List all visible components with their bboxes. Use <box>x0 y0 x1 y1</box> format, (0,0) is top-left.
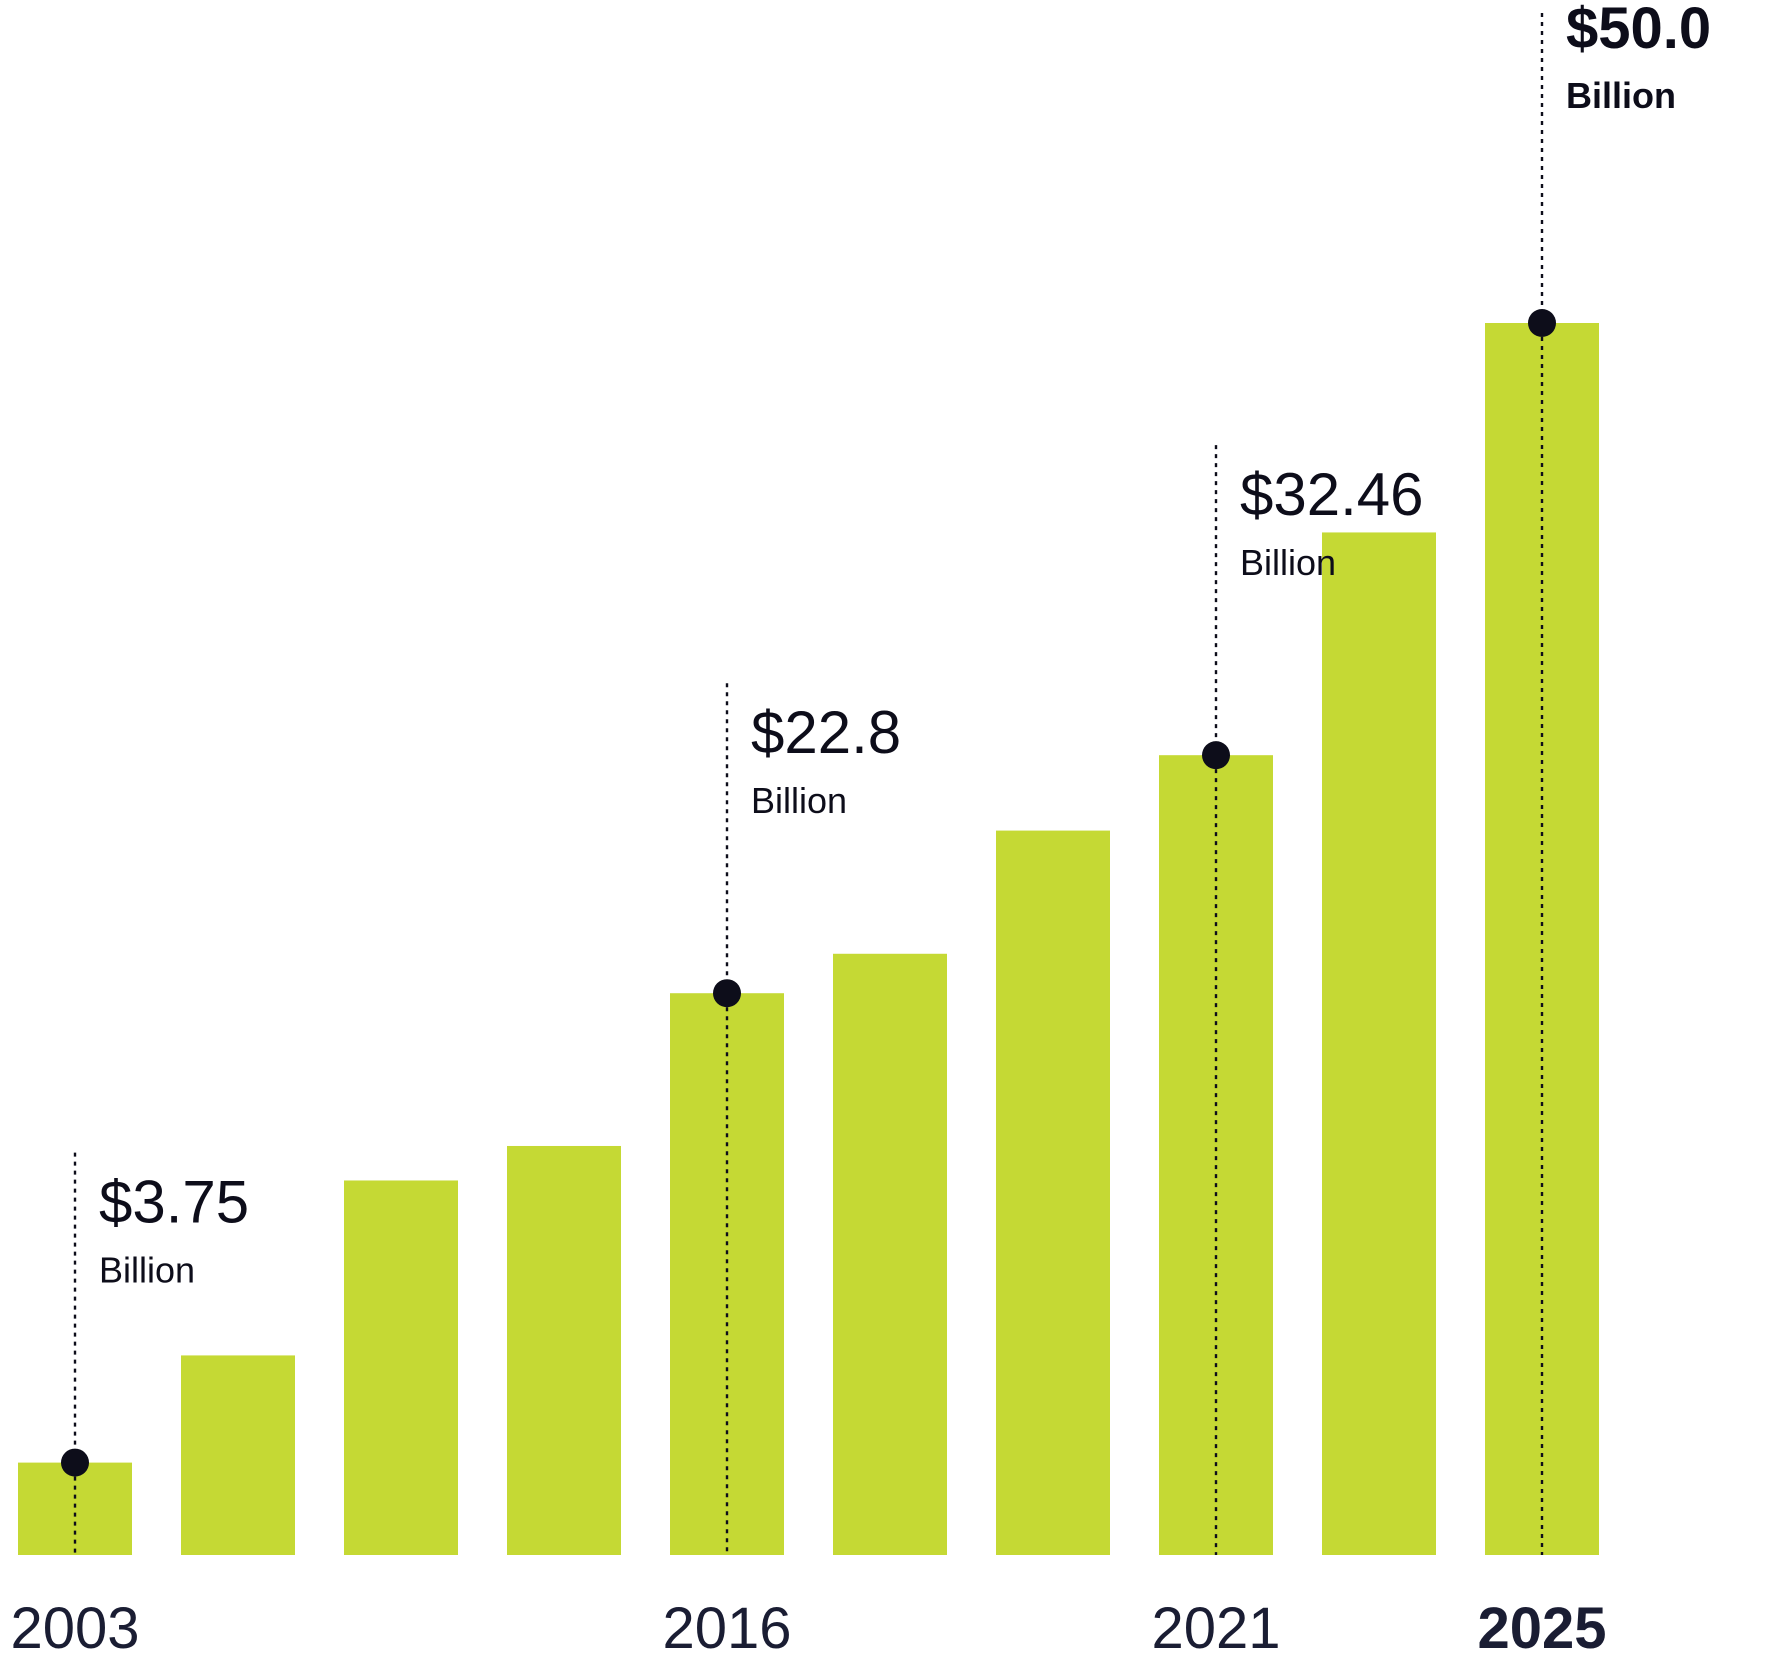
bar-2 <box>344 1180 458 1555</box>
bar-3 <box>507 1145 621 1555</box>
bar-5 <box>833 953 947 1555</box>
x-tick-label: 2021 <box>1151 1596 1280 1655</box>
annotation-value-label: $50.0 <box>1566 0 1711 61</box>
annotation-value-label: $32.46 <box>1240 461 1424 528</box>
annotation-unit-label: Billion <box>1240 542 1336 583</box>
bar-6 <box>996 830 1110 1555</box>
bars-group <box>18 323 1599 1555</box>
annotation-value-label: $3.75 <box>99 1169 249 1236</box>
x-tick-label: 2003 <box>10 1596 139 1655</box>
annotation-unit-label: Billion <box>1566 75 1676 116</box>
annotation-unit-label: Billion <box>99 1250 195 1291</box>
x-tick-label: 2016 <box>662 1596 791 1655</box>
annotation-unit-label: Billion <box>751 780 847 821</box>
bar-9 <box>1485 323 1599 1555</box>
data-point-marker-0 <box>61 1448 89 1477</box>
data-point-marker-2 <box>1202 741 1230 770</box>
annotation-value-label: $22.8 <box>751 699 901 766</box>
x-tick-label: 2025 <box>1477 1596 1606 1655</box>
bar-1 <box>181 1355 295 1555</box>
bar-4 <box>670 993 784 1555</box>
bar-7 <box>1159 755 1273 1555</box>
data-point-marker-3 <box>1528 309 1556 337</box>
data-point-marker-1 <box>713 979 741 1008</box>
x-axis-ticks: 2003 2016 2021 2025 <box>10 1596 1606 1655</box>
annotations-group: $3.75 Billion $22.8 Billion $32.46 Billion $50… <box>61 0 1711 1555</box>
bar-8 <box>1322 532 1436 1555</box>
